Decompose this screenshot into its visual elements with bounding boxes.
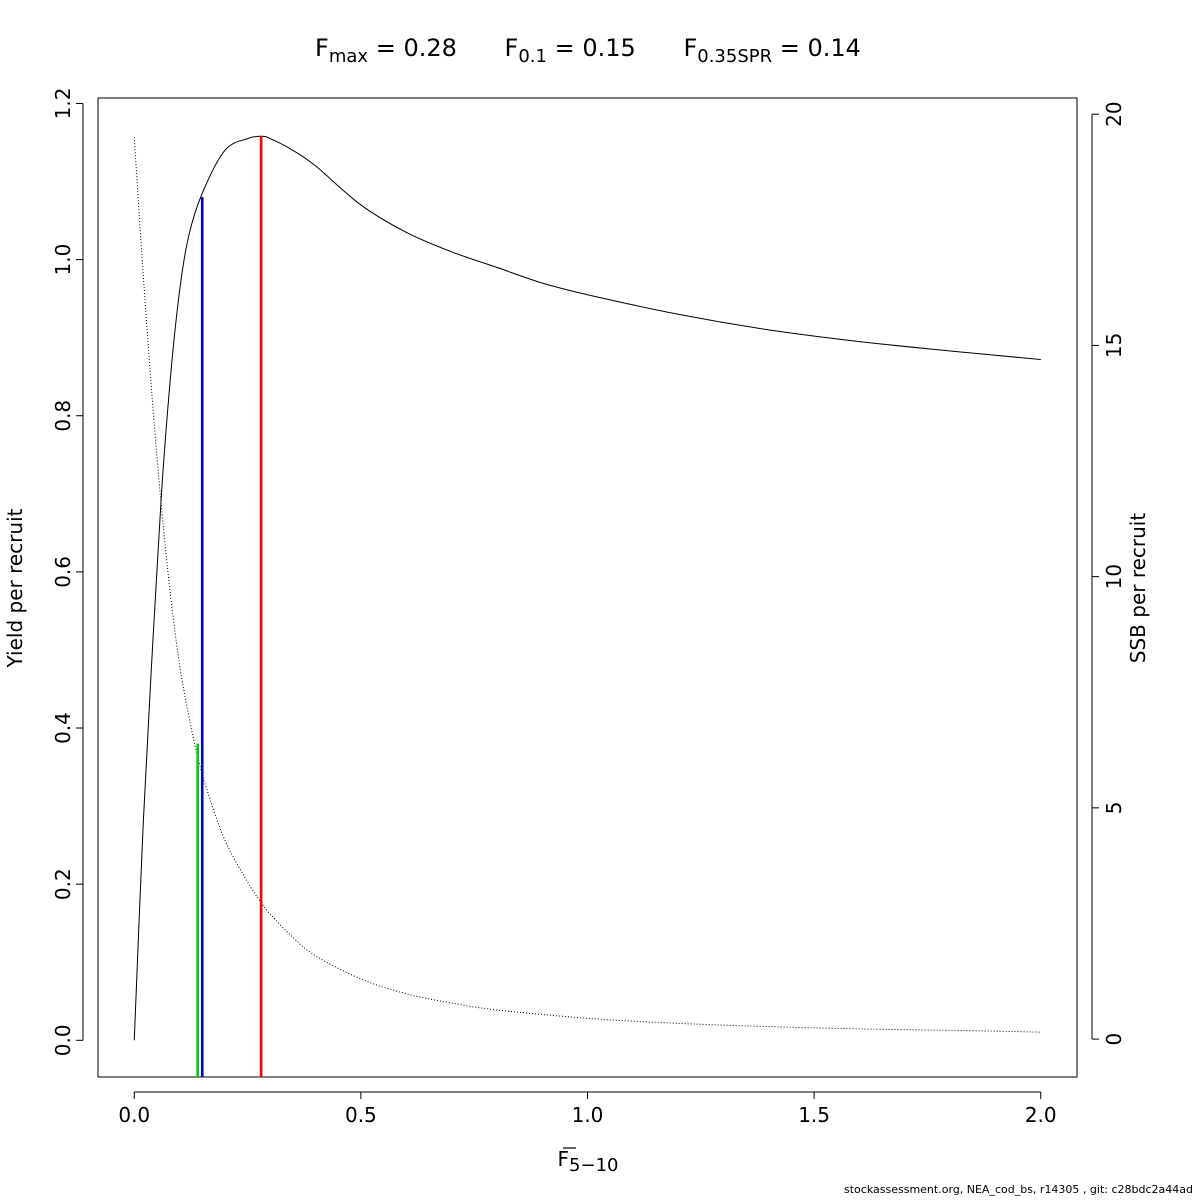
title-f01-subscript: 0.1 — [518, 46, 547, 67]
y-axis-right: 0 5 10 15 20 — [1091, 101, 1126, 1046]
title-fmax-equals: = — [368, 34, 403, 62]
title-fmax-subscript: max — [329, 46, 369, 67]
chart-title: Fmax = 0.28 F0.1 = 0.15 F0.35SPR = 0.14 — [315, 34, 861, 67]
x-tick-label: 0.5 — [345, 1103, 377, 1127]
y-axis-right-label: SSB per recruit — [1126, 513, 1150, 664]
title-f35-subscript: 0.35SPR — [697, 46, 772, 67]
x-tick-label: 2.0 — [1025, 1103, 1057, 1127]
x-axis-label-symbol: F — [558, 1147, 570, 1171]
y-left-tick-label: 1.0 — [51, 244, 75, 276]
y-right-tick-label: 15 — [1102, 333, 1126, 358]
ssb-curve — [133, 137, 1041, 1033]
y-left-tick-label: 0.0 — [51, 1024, 75, 1056]
y-axis-left: 0.0 0.2 0.4 0.6 0.8 1.0 1.2 — [51, 88, 84, 1056]
x-tick-label: 0.0 — [118, 1103, 150, 1127]
title-fmax-symbol: F — [315, 34, 329, 62]
title-f35-value: 0.14 — [808, 34, 861, 62]
x-tick-label: 1.0 — [572, 1103, 604, 1127]
reference-lines — [196, 136, 263, 1077]
y-left-tick-label: 0.2 — [51, 868, 75, 900]
y-left-tick-label: 0.6 — [51, 556, 75, 588]
plot-frame — [97, 97, 1078, 1078]
series-layer — [133, 135, 1041, 1041]
y-right-tick-label: 10 — [1102, 564, 1126, 589]
title-f01-value: 0.15 — [582, 34, 635, 62]
title-fmax-value: 0.28 — [403, 34, 456, 62]
x-axis-label: F5−10 — [558, 1147, 619, 1176]
x-axis-label-subscript: 5−10 — [569, 1155, 618, 1176]
title-f35-symbol: F — [683, 34, 697, 62]
x-axis: 0.0 0.5 1.0 1.5 2.0 — [118, 1091, 1057, 1127]
y-right-tick-label: 5 — [1102, 801, 1126, 814]
title-f35-equals: = — [772, 34, 807, 62]
title-f01-equals: = — [547, 34, 582, 62]
y-left-tick-label: 0.4 — [51, 712, 75, 744]
y-right-tick-label: 0 — [1102, 1033, 1126, 1046]
title-f01-symbol: F — [505, 34, 519, 62]
x-tick-label: 1.5 — [798, 1103, 830, 1127]
y-left-tick-label: 0.8 — [51, 400, 75, 432]
footer-credit: stockassessment.org, NEA_cod_bs, r14305 … — [844, 1183, 1193, 1196]
y-right-tick-label: 20 — [1102, 101, 1126, 126]
y-axis-left-label: Yield per recruit — [3, 508, 27, 668]
yield-curve — [133, 135, 1041, 1041]
y-left-tick-label: 1.2 — [51, 88, 75, 120]
